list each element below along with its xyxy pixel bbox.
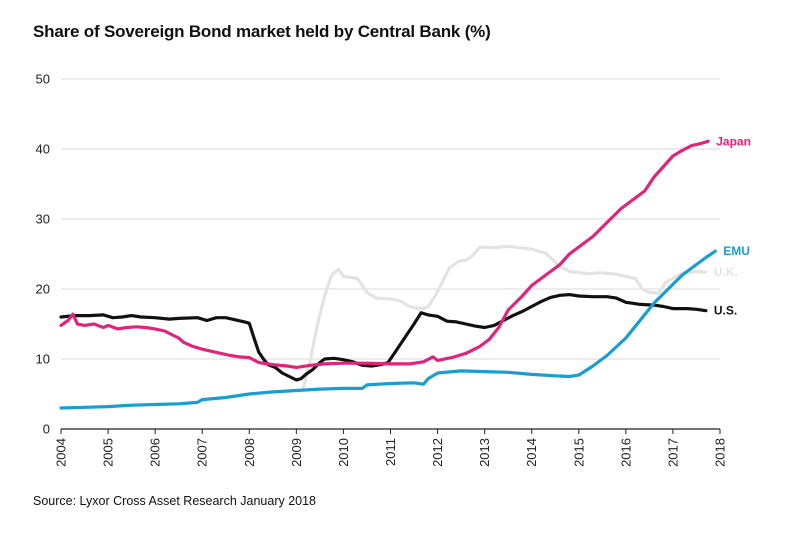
x-tick-label: 2004	[54, 438, 69, 467]
series-line-japan	[59, 139, 710, 369]
x-tick-label: 2011	[383, 438, 398, 466]
series-lines	[59, 139, 717, 410]
x-tick-label: 2006	[148, 438, 163, 467]
x-tick-label: 2010	[336, 438, 351, 467]
x-tick-label: 2014	[524, 438, 539, 467]
x-tick-label: 2013	[477, 438, 492, 467]
x-tick-label: 2005	[101, 438, 116, 467]
y-axis: 0 10 20 30 40 50	[36, 72, 50, 437]
gridlines	[61, 78, 720, 430]
y-tick-label: 0	[43, 422, 50, 437]
x-tick-label: 2017	[665, 438, 680, 467]
series-label-japan: Japan	[716, 134, 751, 148]
y-tick-label: 10	[36, 352, 50, 367]
series-label-u-s: U.S.	[714, 304, 737, 318]
x-axis: 2004 2005 2006 2007 2008 2009 2010 2011 2012 2013…	[54, 429, 728, 467]
y-tick-label: 20	[36, 282, 50, 297]
x-tick-label: 2015	[571, 438, 586, 467]
y-tick-label: 30	[36, 212, 50, 227]
chart-title: Share of Sovereign Bond market held by C…	[33, 22, 491, 41]
x-tick-label: 2018	[713, 438, 728, 467]
x-tick-label: 2016	[618, 438, 633, 467]
series-label-u-k: U.K.	[714, 265, 738, 279]
y-tick-label: 40	[36, 142, 50, 157]
series-line-u-s	[59, 293, 708, 382]
x-tick-label: 2008	[242, 438, 257, 467]
x-tick-label: 2009	[289, 438, 304, 467]
chart-area: 0 10 20 30 40 50 2004 2005 2006 2007 2008 2009 2010…	[36, 72, 751, 467]
x-tick-label: 2007	[195, 438, 210, 467]
x-tick-label: 2012	[430, 438, 445, 467]
series-line-emu	[59, 249, 717, 410]
y-tick-label: 50	[36, 72, 50, 87]
series-labels: U.K. U.S. Japan EMU	[714, 134, 751, 317]
series-line-u-k	[301, 244, 708, 390]
series-label-emu: EMU	[723, 244, 750, 258]
source-note: Source: Lyxor Cross Asset Research Janua…	[33, 494, 317, 508]
